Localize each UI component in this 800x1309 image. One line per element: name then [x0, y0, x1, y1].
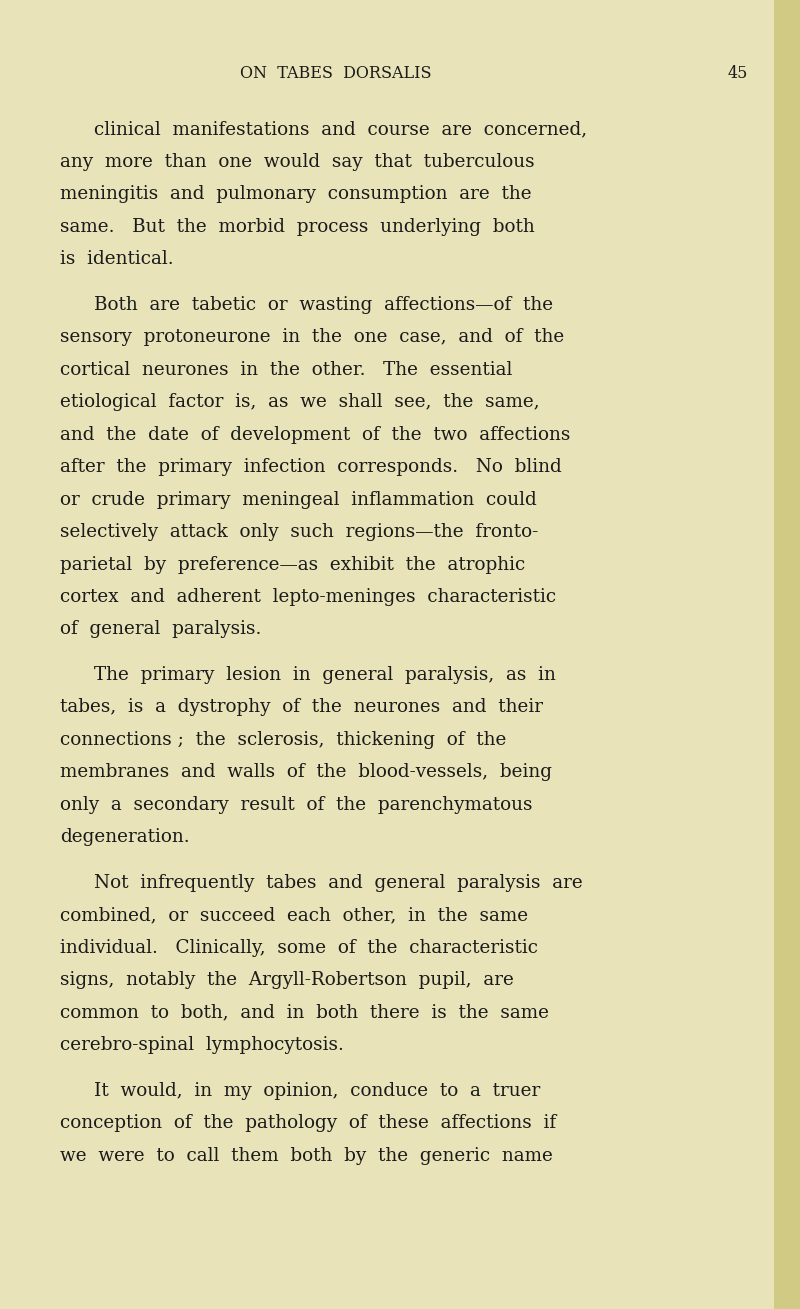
- Text: of  general  paralysis.: of general paralysis.: [60, 620, 262, 639]
- Text: degeneration.: degeneration.: [60, 829, 190, 847]
- FancyBboxPatch shape: [774, 0, 800, 1309]
- Text: parietal  by  preference—as  exhibit  the  atrophic: parietal by preference—as exhibit the at…: [60, 555, 526, 573]
- Text: Not  infrequently  tabes  and  general  paralysis  are: Not infrequently tabes and general paral…: [94, 874, 583, 891]
- Text: 45: 45: [728, 65, 748, 81]
- Text: tabes,  is  a  dystrophy  of  the  neurones  and  their: tabes, is a dystrophy of the neurones an…: [60, 699, 543, 716]
- Text: any  more  than  one  would  say  that  tuberculous: any more than one would say that tubercu…: [60, 153, 534, 171]
- Text: selectively  attack  only  such  regions—the  fronto-: selectively attack only such regions—the…: [60, 524, 538, 541]
- Text: The  primary  lesion  in  general  paralysis,  as  in: The primary lesion in general paralysis,…: [94, 666, 556, 685]
- Text: is  identical.: is identical.: [60, 250, 174, 268]
- Text: we  were  to  call  them  both  by  the  generic  name: we were to call them both by the generic…: [60, 1147, 553, 1165]
- Text: conception  of  the  pathology  of  these  affections  if: conception of the pathology of these aff…: [60, 1114, 556, 1132]
- Text: sensory  protoneurone  in  the  one  case,  and  of  the: sensory protoneurone in the one case, an…: [60, 329, 564, 347]
- Text: after  the  primary  infection  corresponds.   No  blind: after the primary infection corresponds.…: [60, 458, 562, 476]
- Text: or  crude  primary  meningeal  inflammation  could: or crude primary meningeal inflammation …: [60, 491, 537, 509]
- Text: same.   But  the  morbid  process  underlying  both: same. But the morbid process underlying …: [60, 217, 534, 236]
- Text: individual.   Clinically,  some  of  the  characteristic: individual. Clinically, some of the char…: [60, 939, 538, 957]
- Text: and  the  date  of  development  of  the  two  affections: and the date of development of the two a…: [60, 425, 570, 444]
- Text: Both  are  tabetic  or  wasting  affections—of  the: Both are tabetic or wasting affections—o…: [94, 296, 554, 314]
- Text: It  would,  in  my  opinion,  conduce  to  a  truer: It would, in my opinion, conduce to a tr…: [94, 1081, 541, 1100]
- Text: cortical  neurones  in  the  other.   The  essential: cortical neurones in the other. The esse…: [60, 361, 512, 378]
- Text: connections ;  the  sclerosis,  thickening  of  the: connections ; the sclerosis, thickening …: [60, 730, 506, 749]
- Text: clinical  manifestations  and  course  are  concerned,: clinical manifestations and course are c…: [94, 120, 587, 139]
- Text: membranes  and  walls  of  the  blood-vessels,  being: membranes and walls of the blood-vessels…: [60, 763, 552, 781]
- Text: only  a  secondary  result  of  the  parenchymatous: only a secondary result of the parenchym…: [60, 796, 533, 814]
- Text: cerebro-spinal  lymphocytosis.: cerebro-spinal lymphocytosis.: [60, 1037, 344, 1054]
- Text: ON  TABES  DORSALIS: ON TABES DORSALIS: [240, 65, 432, 81]
- Text: common  to  both,  and  in  both  there  is  the  same: common to both, and in both there is the…: [60, 1004, 549, 1022]
- Text: signs,  notably  the  Argyll-Robertson  pupil,  are: signs, notably the Argyll-Robertson pupi…: [60, 971, 514, 990]
- Text: meningitis  and  pulmonary  consumption  are  the: meningitis and pulmonary consumption are…: [60, 186, 532, 203]
- Text: etiological  factor  is,  as  we  shall  see,  the  same,: etiological factor is, as we shall see, …: [60, 393, 540, 411]
- Text: combined,  or  succeed  each  other,  in  the  same: combined, or succeed each other, in the …: [60, 906, 528, 924]
- Text: cortex  and  adherent  lepto-meninges  characteristic: cortex and adherent lepto-meninges chara…: [60, 588, 556, 606]
